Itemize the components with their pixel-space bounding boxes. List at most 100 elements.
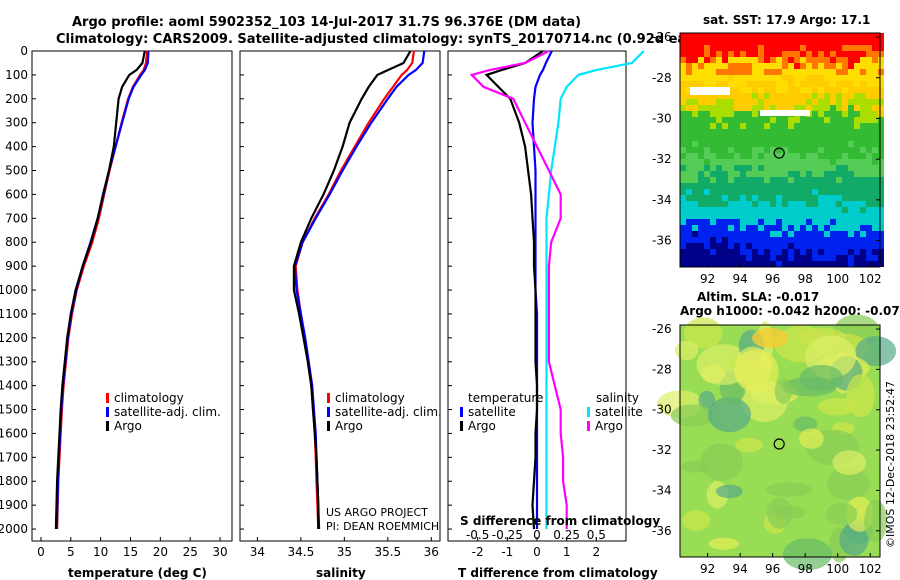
depth-tick-label: 100 [5,68,28,82]
sst-cell [680,201,686,207]
sst-cell [686,165,692,171]
sst-cell [770,63,776,69]
sst-cell [746,135,752,141]
sst-cell [728,189,734,195]
sst-cell [710,165,716,171]
sst-cell [788,261,794,267]
sst-cell [788,213,794,219]
sla-blob [735,437,763,453]
sst-map-frame [679,32,881,268]
sst-cell [788,141,794,147]
sst-cell [764,33,770,39]
sst-cell [680,255,686,261]
sst-cell [782,51,788,57]
sst-cell [848,135,854,141]
sst-cell [866,207,872,213]
sst-cell [788,45,794,51]
sst-cell [740,201,746,207]
sst-cell [824,177,830,183]
sst-cell [866,99,872,105]
sst-cell [764,261,770,267]
sst-cell [728,33,734,39]
sst-cell [842,177,848,183]
sst-cell [698,99,704,105]
sst-cell [872,255,878,261]
sst-cell [704,231,710,237]
sst-cell [764,87,770,93]
sst-cell [716,219,722,225]
sst-cell [746,213,752,219]
sst-cell [800,207,806,213]
sst-cell [704,69,710,75]
sst-cell [788,129,794,135]
difference-legend: temperature satellite Argo salinity sate… [460,391,643,433]
sst-cell [740,129,746,135]
sst-cell [818,81,824,87]
sst-cell [866,183,872,189]
sst-cell [746,45,752,51]
sst-cell [824,183,830,189]
sst-cell [746,255,752,261]
sst-cell [692,207,698,213]
sst-cell [830,165,836,171]
sst-cell [692,69,698,75]
sst-cell [692,129,698,135]
sst-cell [794,213,800,219]
sst-cell [752,159,758,165]
sst-cell [764,123,770,129]
sst-cell [818,117,824,123]
sst-cell [770,147,776,153]
sst-cell [764,219,770,225]
sst-cell [830,141,836,147]
sst-cell [854,171,860,177]
sst-cell [680,147,686,153]
sst-cell [782,45,788,51]
sst-cell [866,171,872,177]
sst-cell [818,33,824,39]
sst-cell [728,105,734,111]
sst-cell [728,243,734,249]
sst-cell [716,111,722,117]
sst-cell [776,183,782,189]
sst-cell [836,153,842,159]
sst-cell [764,75,770,81]
sst-cell [776,63,782,69]
sst-cell [770,39,776,45]
map-x-tick-label: 102 [859,272,882,286]
sst-cell [872,243,878,249]
sst-cell [812,237,818,243]
sst-cell [830,237,836,243]
x-tick-label: 35 [337,545,352,559]
pi-credit: PI: DEAN ROEMMICH [326,520,439,533]
sst-cell [764,57,770,63]
sst-cell [866,195,872,201]
sst-cell [734,75,740,81]
sst-cell [818,45,824,51]
sst-cell [860,111,866,117]
sst-cell [686,261,692,267]
sst-cell [770,81,776,87]
sst-cell [758,123,764,129]
sst-cell [686,93,692,99]
sst-cell [848,249,854,255]
sla-blob [681,460,709,473]
sst-cell [734,105,740,111]
sst-map-title: sat. SST: 17.9 Argo: 17.1 [703,13,870,27]
sst-cell [758,243,764,249]
sst-cell [698,57,704,63]
sst-cell [680,141,686,147]
sst-cell [746,165,752,171]
sst-cell [764,189,770,195]
sst-cell [824,129,830,135]
sst-cell [710,183,716,189]
sst-cell [794,51,800,57]
sst-cell [764,177,770,183]
sst-cell [800,177,806,183]
sst-cell [848,123,854,129]
sst-cell [830,81,836,87]
sst-cell [818,135,824,141]
sst-cell [836,213,842,219]
map-y-tick-label: -26 [652,30,672,44]
sst-cell [800,261,806,267]
sst-cell [740,123,746,129]
